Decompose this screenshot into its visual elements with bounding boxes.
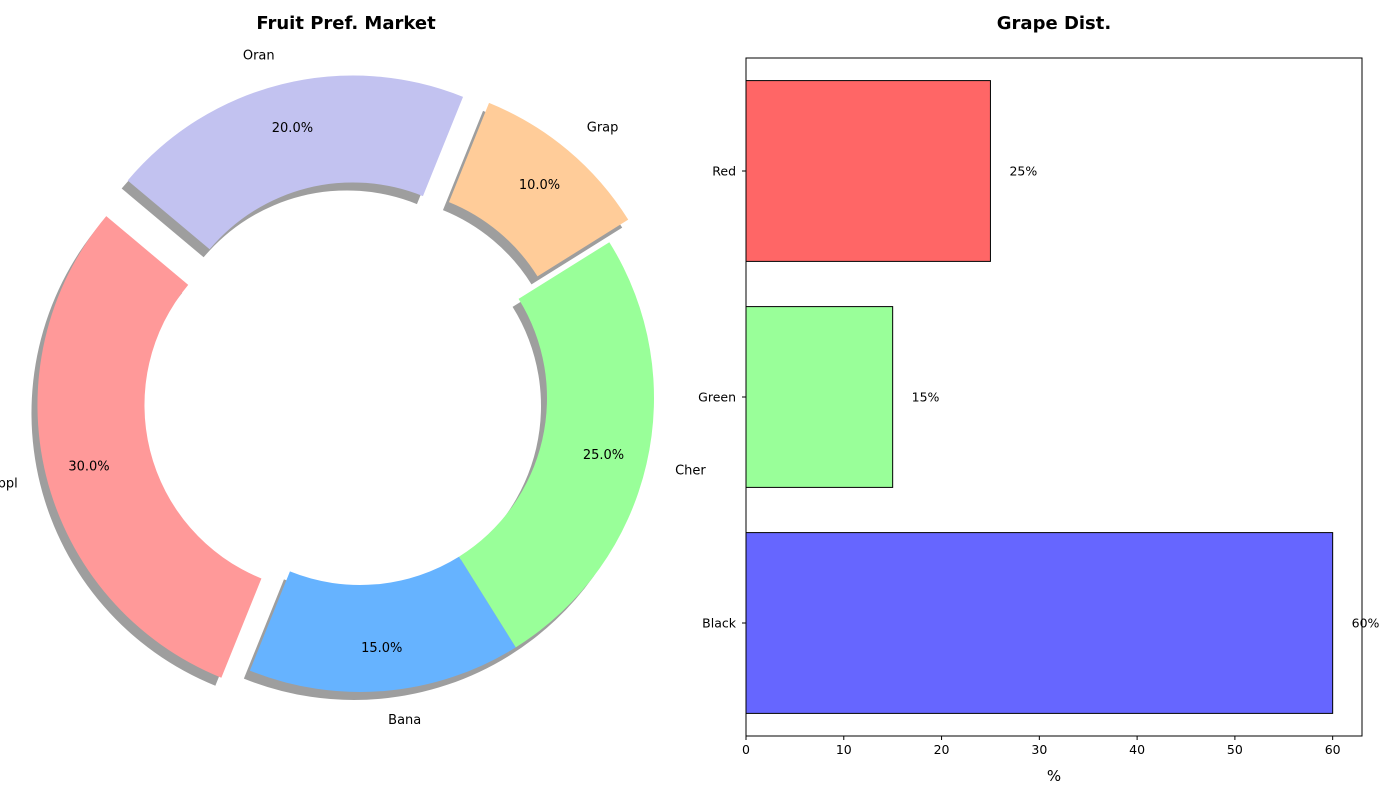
bar-value-labels: 25% 15% 60% — [912, 164, 1380, 631]
bar-bars — [745, 80, 1334, 714]
pie-wedge-grap — [448, 102, 629, 277]
pie-chart: Fruit Pref. Market Appl 30.0% Bana 15.0% Che… — [0, 13, 706, 728]
pie-percent-label-bana: 15.0% — [361, 641, 402, 656]
x-tick-label-20: 20 — [934, 742, 950, 757]
x-tick-label-40: 40 — [1129, 742, 1145, 757]
bar-y-ticks: Red Green Black — [698, 164, 746, 631]
bar-x-axis-label: % — [1047, 767, 1061, 785]
bar-red — [745, 80, 991, 262]
x-tick-label-60: 60 — [1325, 742, 1341, 757]
pie-wedge-cher — [459, 242, 654, 648]
bar-chart-title: Grape Dist. — [997, 13, 1111, 34]
bar-value-label-black: 60% — [1352, 616, 1380, 631]
y-tick-label-red: Red — [712, 164, 736, 179]
pie-wedge-oran — [127, 75, 464, 250]
bar-value-label-green: 15% — [912, 390, 940, 405]
y-tick-label-black: Black — [702, 616, 737, 631]
bar-value-label-red: 25% — [1009, 164, 1037, 179]
bar-x-ticks: 0 10 20 30 40 50 60 — [742, 736, 1341, 757]
pie-category-label-cher: Cher — [675, 464, 706, 479]
pie-category-label-bana: Bana — [388, 713, 421, 728]
pie-category-label-appl: Appl — [0, 476, 18, 491]
bar-black — [745, 532, 1334, 714]
pie-category-label-oran: Oran — [243, 49, 275, 64]
pie-wedge-appl — [37, 216, 262, 678]
pie-percent-label-cher: 25.0% — [583, 448, 624, 463]
bar-green — [745, 306, 894, 488]
pie-percent-label-grap: 10.0% — [519, 178, 560, 193]
pie-category-label-grap: Grap — [587, 121, 619, 136]
pie-wedges — [37, 75, 654, 692]
pie-labels: Appl 30.0% Bana 15.0% Cher 25.0% Grap 10.0% Oran… — [0, 49, 706, 728]
x-tick-label-30: 30 — [1031, 742, 1047, 757]
x-tick-label-0: 0 — [742, 742, 750, 757]
pie-percent-label-appl: 30.0% — [68, 460, 109, 475]
pie-chart-title: Fruit Pref. Market — [256, 13, 436, 34]
pie-wedge-bana — [249, 556, 516, 692]
y-tick-label-green: Green — [698, 390, 736, 405]
pie-percent-label-oran: 20.0% — [272, 121, 313, 136]
x-tick-label-10: 10 — [836, 742, 852, 757]
x-tick-label-50: 50 — [1227, 742, 1243, 757]
